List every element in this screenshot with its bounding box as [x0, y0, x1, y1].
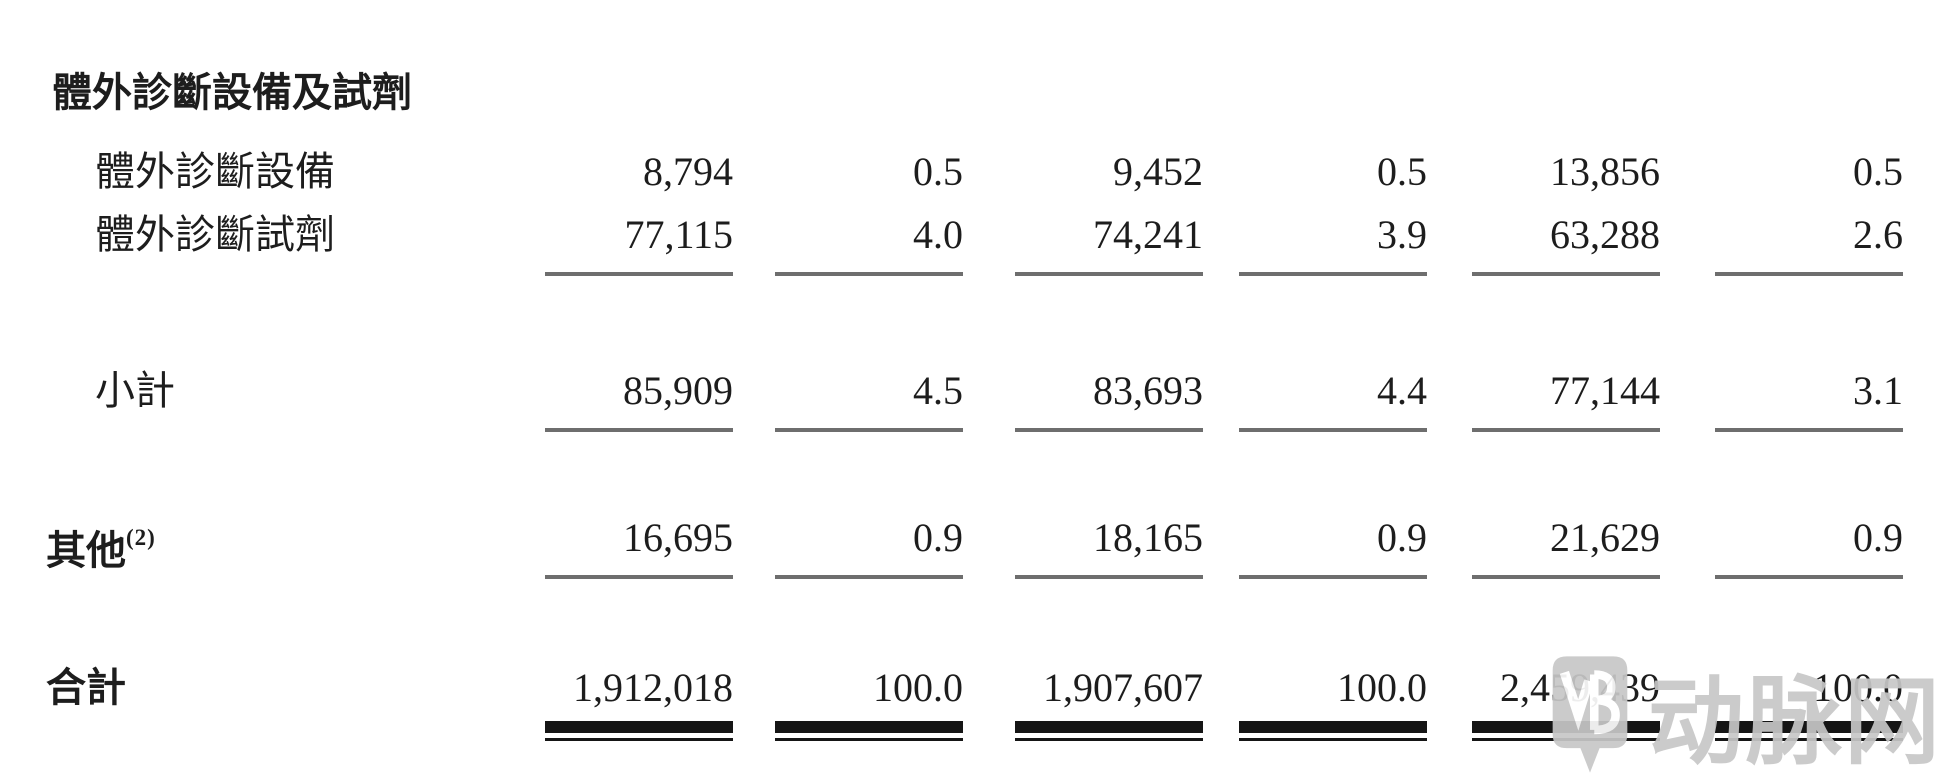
percent-cell: 0.9	[1203, 513, 1427, 579]
percent-cell: 4.5	[733, 366, 963, 432]
table-row-subtotal: 小計 85,909 4.5 83,693 4.4 77,144 3.1	[0, 366, 1903, 432]
row-label: 體外診斷試劑	[95, 212, 335, 257]
row-label: 合計	[46, 665, 126, 710]
value-cell: 77,115	[460, 210, 733, 276]
percent-cell: 0.9	[1660, 513, 1903, 579]
row-label: 其他(2)	[46, 525, 156, 573]
value-cell: 16,695	[460, 513, 733, 579]
value-cell: 18,165	[963, 513, 1203, 579]
value-cell: 2,459,439	[1427, 663, 1660, 741]
percent-cell: 3.9	[1203, 210, 1427, 276]
percent-cell: 0.5	[913, 149, 963, 194]
table-row-others: 其他(2) 16,695 0.9 18,165 0.9 21,629 0.9	[0, 513, 1903, 579]
value-cell: 63,288	[1427, 210, 1660, 276]
percent-cell: 4.4	[1203, 366, 1427, 432]
percent-cell: 4.0	[733, 210, 963, 276]
value-cell: 9,452	[1113, 149, 1203, 194]
footnote-marker: (2)	[126, 525, 156, 550]
value-cell: 21,629	[1427, 513, 1660, 579]
table-row-total: 合計 1,912,018 100.0 1,907,607 100.0 2,459…	[0, 663, 1903, 741]
table-row-ivd-equipment: 體外診斷設備 8,794 0.5 9,452 0.5 13,856 0.5	[0, 147, 1903, 197]
percent-cell: 0.9	[733, 513, 963, 579]
percent-cell: 100.0	[733, 663, 963, 741]
percent-cell: 2.6	[1660, 210, 1903, 276]
row-label: 體外診斷設備	[95, 149, 335, 194]
table-row-ivd-reagents: 體外診斷試劑 77,115 4.0 74,241 3.9 63,288 2.6	[0, 210, 1903, 276]
value-cell: 77,144	[1427, 366, 1660, 432]
percent-cell: 100.0	[1203, 663, 1427, 741]
value-cell: 13,856	[1550, 149, 1660, 194]
value-cell: 85,909	[460, 366, 733, 432]
value-cell: 1,907,607	[963, 663, 1203, 741]
row-label: 小計	[95, 368, 175, 413]
percent-cell: 0.5	[1377, 149, 1427, 194]
value-cell: 8,794	[643, 149, 733, 194]
percent-cell: 100.0	[1660, 663, 1903, 741]
value-cell: 74,241	[963, 210, 1203, 276]
group-header-label: 體外診斷設備及試劑	[52, 70, 412, 115]
value-cell: 83,693	[963, 366, 1203, 432]
percent-cell: 0.5	[1853, 149, 1903, 194]
table-row-group-header: 體外診斷設備及試劑	[0, 68, 1903, 118]
percent-cell: 3.1	[1660, 366, 1903, 432]
value-cell: 1,912,018	[460, 663, 733, 741]
